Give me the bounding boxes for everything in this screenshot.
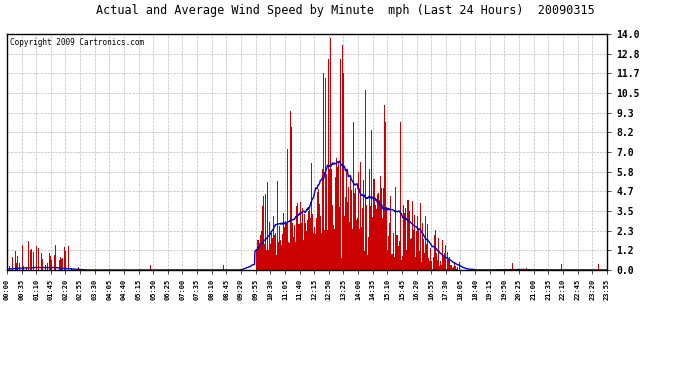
Text: Actual and Average Wind Speed by Minute  mph (Last 24 Hours)  20090315: Actual and Average Wind Speed by Minute … (96, 4, 594, 17)
Text: Copyright 2009 Cartronics.com: Copyright 2009 Cartronics.com (10, 39, 144, 48)
